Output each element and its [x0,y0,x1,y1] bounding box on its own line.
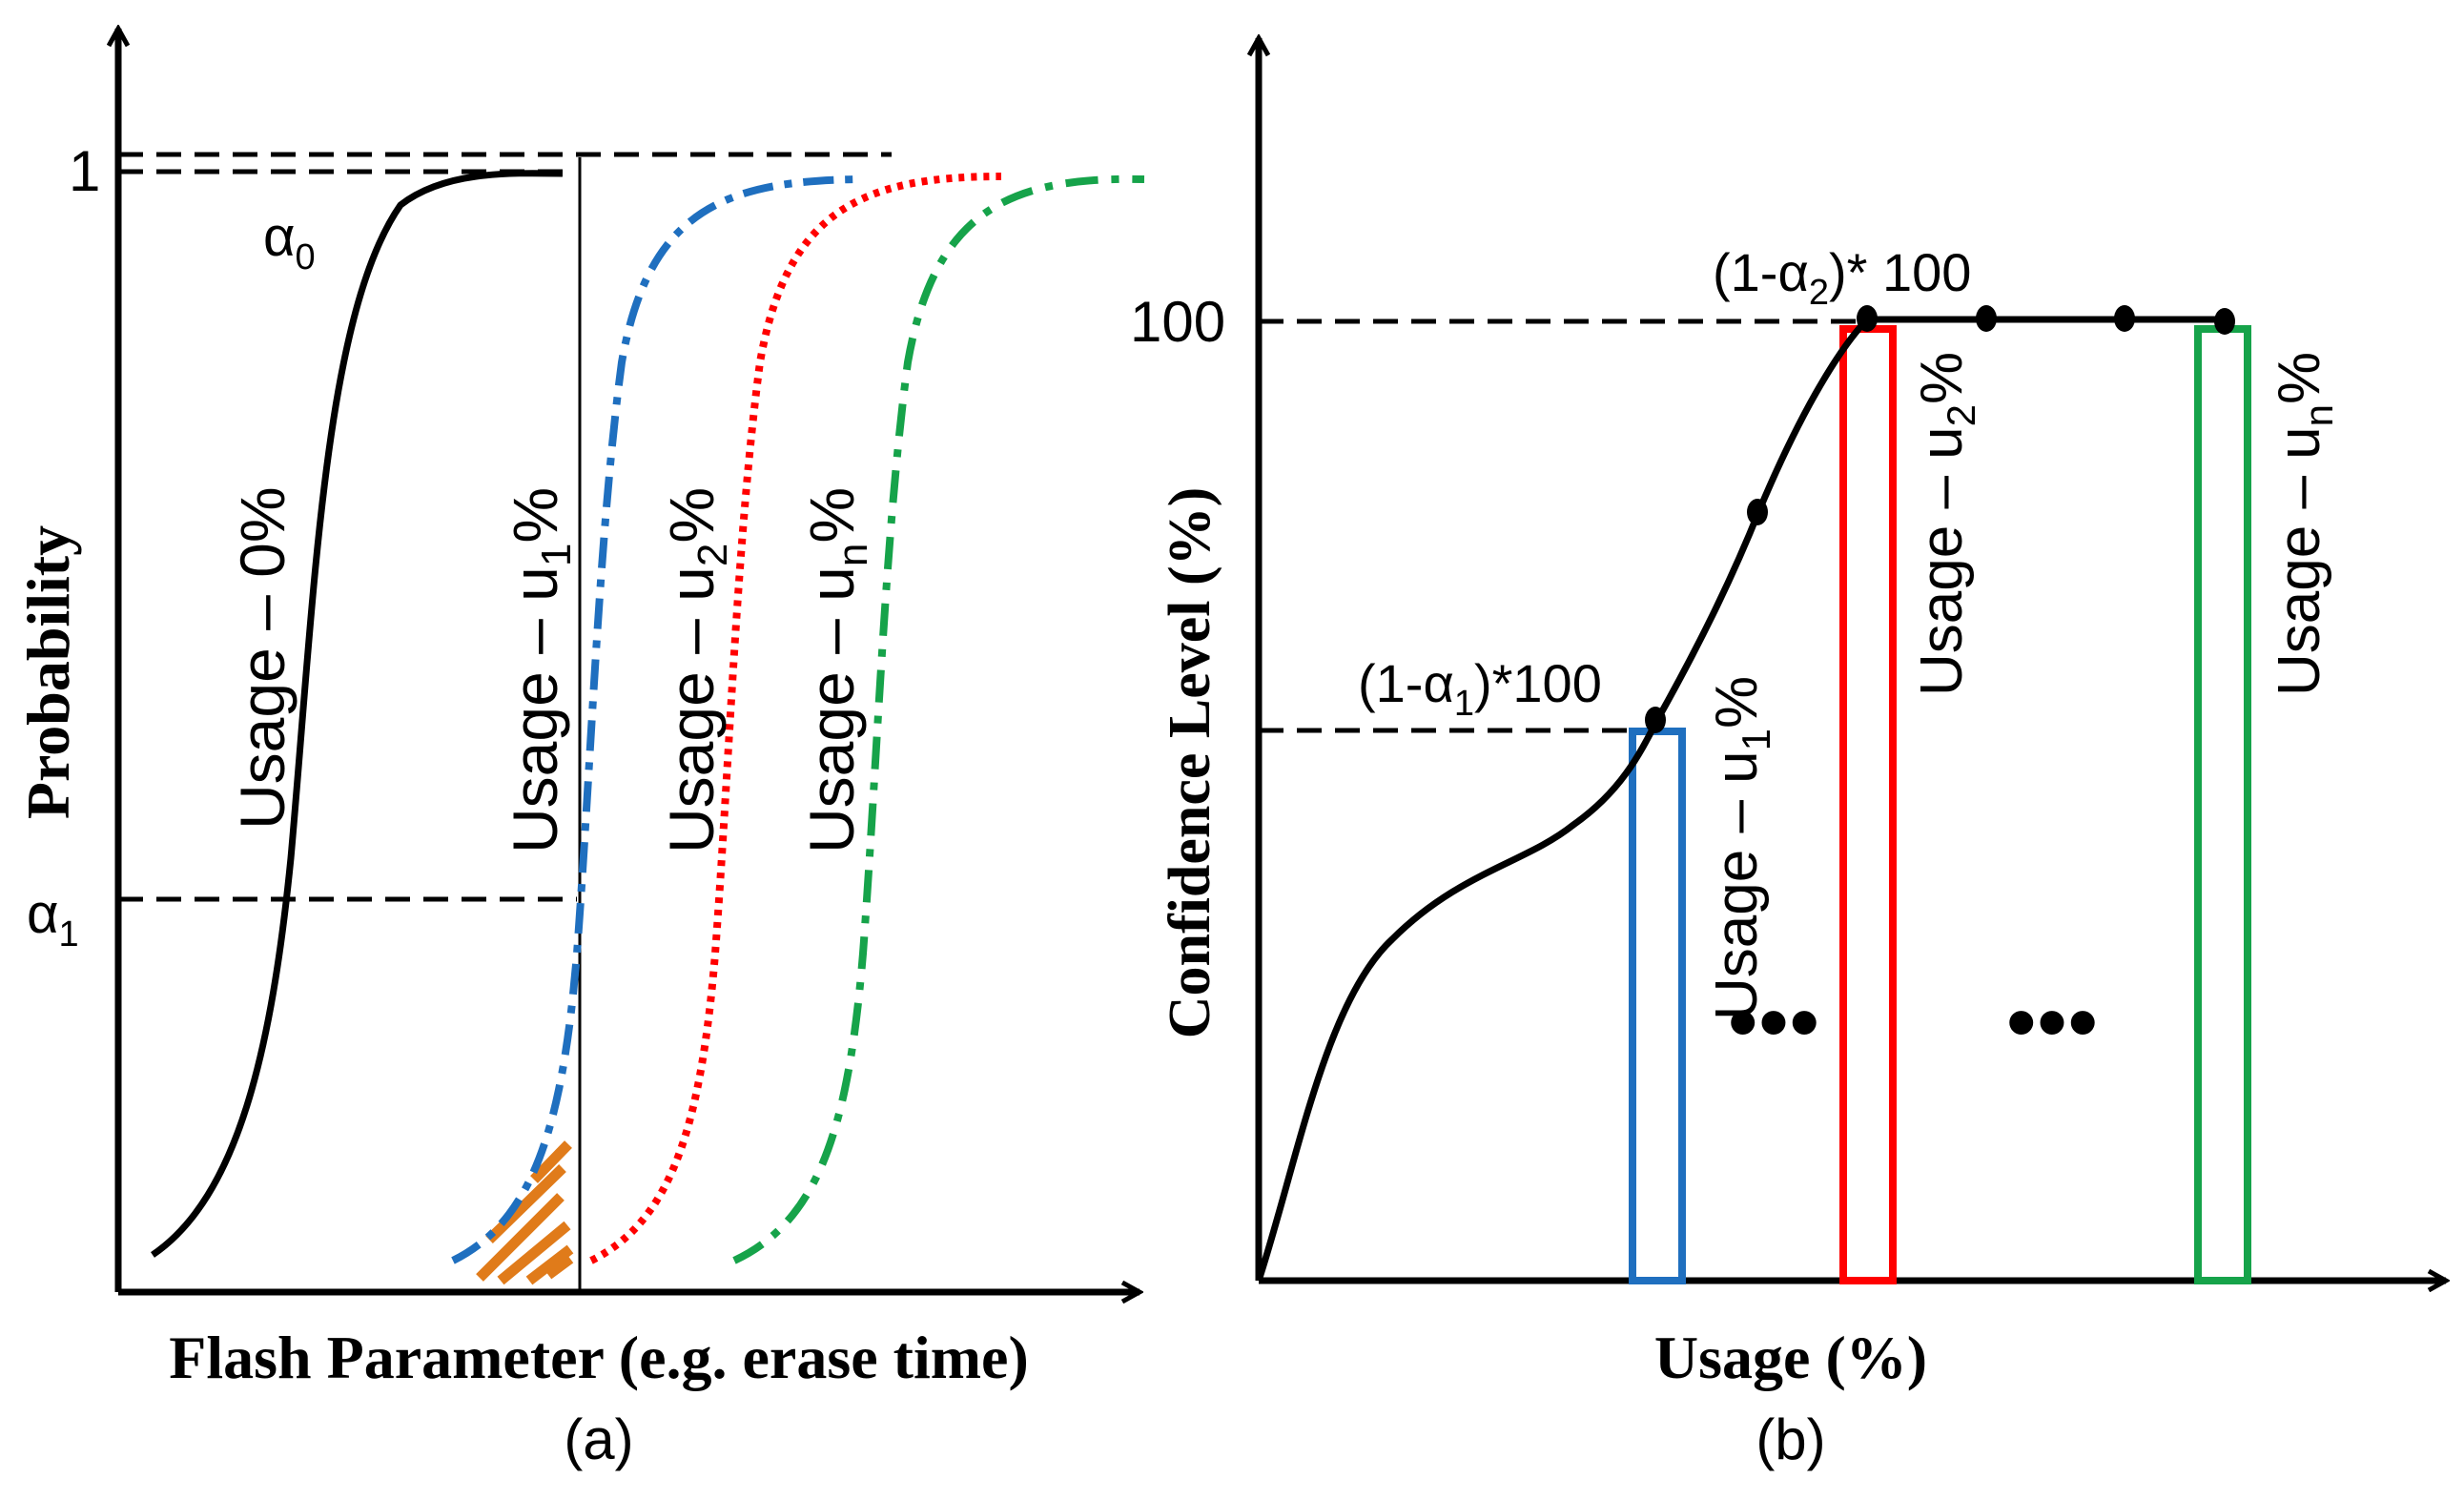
panel-a-failure-region-hatch [476,1140,574,1285]
panel-a-y-tick-1: 1 [69,139,100,203]
panel-b-bar-un [2194,325,2251,1284]
panel-b-label-usage-u1: Usage – u1% [1704,676,1778,1020]
panel-b-point [2114,305,2135,332]
panel-b: 100 (1-α2)* 100 (1-α1)*100 Usage – u1% U… [1130,38,2446,1471]
panel-b-x-axis-title: Usage (%) [1654,1324,1927,1391]
panel-b-bar-u1 [1629,728,1686,1284]
panel-a-curve-usage-u1 [451,175,859,1264]
panel-b-caption: (b) [1756,1407,1825,1471]
panel-a: 1 α0 α1 Usage – 0% Usage – u1% Usage – u… [14,29,1145,1471]
panel-b-points [1645,305,2235,733]
panel-a-label-usage-un: Usage – un% [796,487,876,853]
panel-b-confidence-curve [1255,316,2227,1283]
panel-b-point [1857,305,1878,332]
panel-b-point [1976,305,1997,332]
panel-b-label-usage-u2: Usage – u2% [1909,352,1983,696]
panel-b-level1-label: (1-α1)*100 [1358,653,1602,724]
panel-b-y-axis-title: Confidence Level (%) [1158,487,1222,1039]
panel-a-y-axis-title: Probability [14,525,82,819]
panel-a-x-axis-title: Flash Parameter (e.g. erase time) [169,1324,1029,1391]
panel-b-point [1747,499,1768,525]
panel-a-curve-usage-un [732,175,1145,1264]
panel-b-y-tick-100: 100 [1130,290,1225,354]
panel-b-point [2214,308,2235,335]
panel-a-caption: (a) [564,1407,633,1471]
panel-a-label-usage-u1: Usage – u1% [500,487,580,853]
panel-a-curve-usage-0 [151,170,564,1258]
panel-a-label-usage-0: Usage – 0% [227,486,298,830]
panel-a-curve-usage-u2 [589,173,1002,1264]
panel-a-label-usage-u2: Usage – u2% [656,487,736,853]
panel-b-point [1645,707,1666,733]
panel-a-alpha0-label: α0 [263,206,316,277]
panel-b-ellipsis-right: ••• [2006,974,2099,1071]
panel-a-alpha1-label: α1 [27,883,79,955]
panel-b-label-usage-un: Usage – un% [2267,352,2341,696]
panel-b-bar-u2 [1839,325,1897,1284]
panel-b-ellipsis-left: ••• [1728,974,1820,1071]
panel-b-level2-label: (1-α2)* 100 [1713,242,1971,313]
